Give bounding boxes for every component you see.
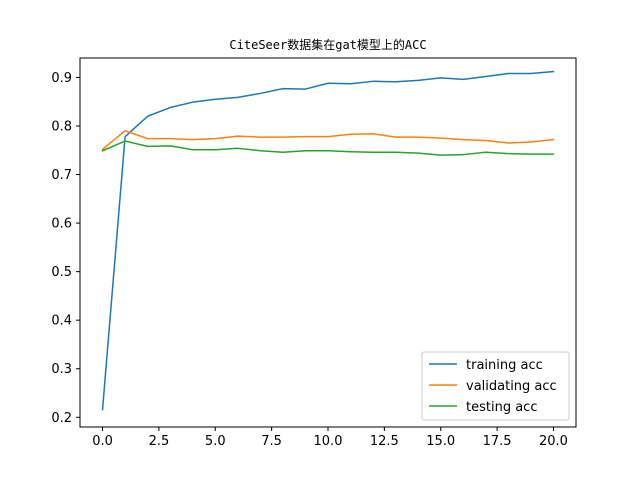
x-tick-label: 7.5 [261, 434, 282, 449]
y-tick-label: 0.9 [51, 71, 72, 86]
x-tick-label: 2.5 [149, 434, 170, 449]
y-tick-label: 0.4 [51, 314, 72, 329]
series-line-2 [101, 140, 555, 156]
legend-label-0: training acc [466, 358, 543, 373]
y-tick-label: 0.6 [51, 217, 72, 232]
x-tick-label: 12.5 [370, 434, 399, 449]
x-axis: 0.0 2.5 5.0 7.5 10.0 12.5 15.0 17.5 20.0 [92, 427, 568, 449]
x-tick-label: 17.5 [483, 434, 512, 449]
plot-lines [101, 70, 555, 411]
chart-title: CiteSeer数据集在gat模型上的ACC [229, 37, 426, 52]
y-axis: 0.2 0.3 0.4 0.5 0.6 0.7 0.8 0.9 [51, 71, 80, 426]
y-tick-label: 0.7 [51, 168, 72, 183]
x-tick-label: 15.0 [426, 434, 455, 449]
x-tick-label: 10.0 [314, 434, 343, 449]
legend-label-1: validating acc [466, 379, 557, 394]
series-line-0 [101, 70, 555, 411]
y-tick-label: 0.5 [51, 265, 72, 280]
legend: training acc validating acc testing acc [421, 351, 570, 421]
series-line-1 [101, 130, 555, 151]
legend-label-2: testing acc [466, 400, 537, 415]
x-tick-label: 0.0 [92, 434, 113, 449]
y-tick-label: 0.3 [51, 362, 72, 377]
y-tick-label: 0.8 [51, 119, 72, 134]
x-tick-label: 5.0 [205, 434, 226, 449]
y-tick-label: 0.2 [51, 411, 72, 426]
x-tick-label: 20.0 [539, 434, 568, 449]
legend-box [421, 351, 570, 421]
